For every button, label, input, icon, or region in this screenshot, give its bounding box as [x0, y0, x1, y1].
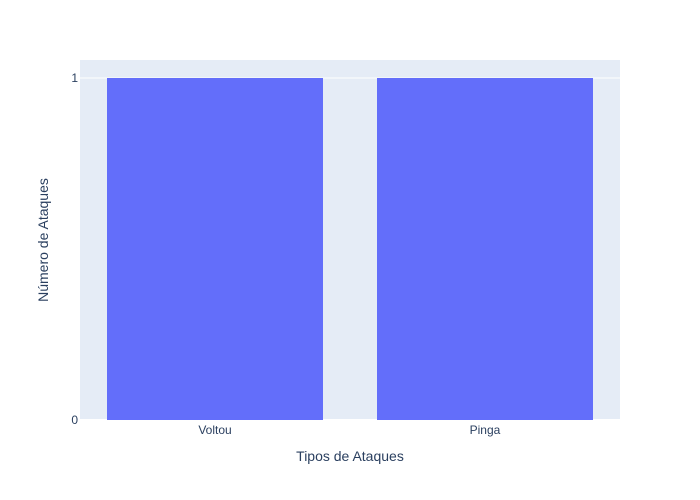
y-axis-title: Número de Ataques — [35, 178, 51, 302]
x-tick-label: Voltou — [198, 423, 231, 437]
x-axis-ticks: Voltou Pinga — [198, 423, 500, 437]
bars — [107, 78, 593, 420]
y-axis-ticks: 01 — [71, 71, 78, 427]
bar-pinga — [377, 78, 593, 420]
y-tick-label: 0 — [71, 413, 78, 427]
x-axis-title: Tipos de Ataques — [296, 448, 404, 464]
bar-voltou — [107, 78, 323, 420]
y-tick-label: 1 — [71, 71, 78, 85]
x-tick-label: Pinga — [470, 423, 501, 437]
